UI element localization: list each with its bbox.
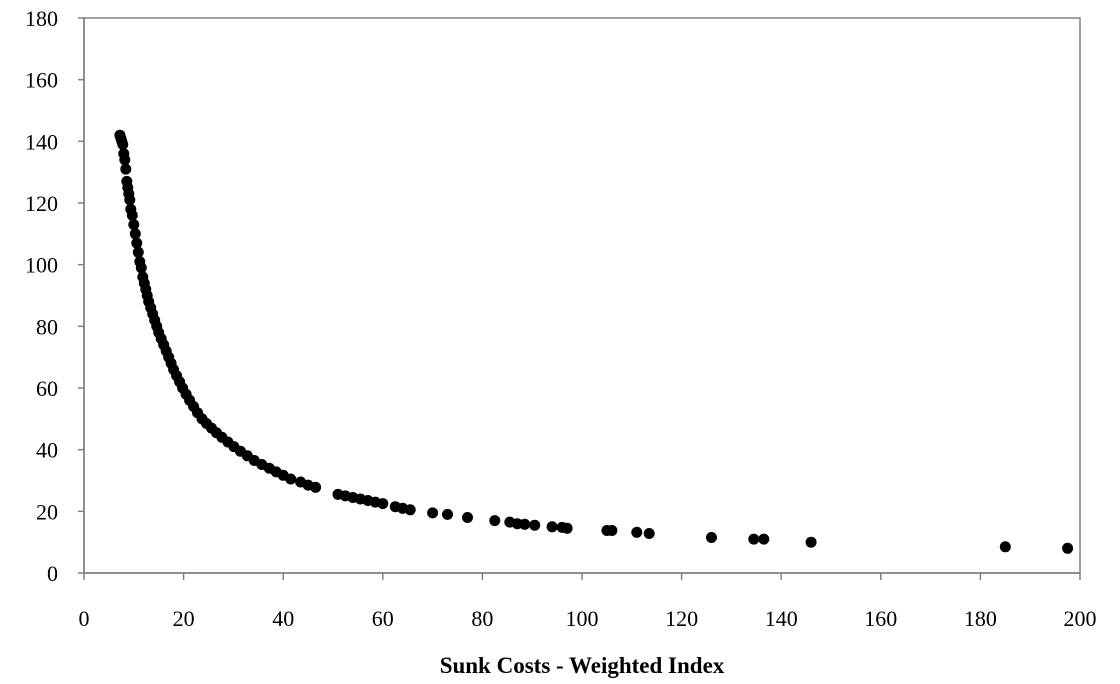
x-tick-label: 140 (765, 606, 798, 631)
data-point (129, 228, 141, 240)
y-tick-label: 40 (36, 438, 58, 463)
x-tick-label: 120 (665, 606, 698, 631)
data-point (377, 498, 389, 510)
y-tick-label: 80 (36, 314, 58, 339)
data-point (805, 536, 817, 548)
data-point (404, 504, 416, 516)
data-point (631, 526, 643, 538)
data-point (310, 481, 322, 493)
x-axis-title: Sunk Costs - Weighted Index (440, 653, 725, 678)
plot-area-border (83, 17, 1081, 574)
data-point (519, 518, 531, 530)
data-point (606, 525, 618, 536)
data-point (561, 522, 573, 534)
data-point (117, 138, 129, 150)
y-tick-label: 100 (25, 253, 58, 278)
x-tick-label: 40 (272, 606, 294, 631)
data-point (132, 246, 144, 258)
y-tick-label: 0 (47, 561, 58, 586)
y-tick-label: 60 (36, 376, 58, 401)
data-point (462, 512, 473, 523)
y-axis: 0 20 40 60 80 100 120 140 160 180 (25, 6, 85, 586)
x-tick-label: 200 (1064, 606, 1097, 631)
data-point (126, 209, 138, 221)
x-tick-label: 160 (864, 606, 897, 631)
data-point (285, 473, 297, 485)
data-point (442, 508, 453, 520)
y-tick-label: 140 (25, 129, 58, 154)
data-point (120, 163, 132, 175)
data-point (1062, 542, 1074, 554)
data-point (529, 519, 541, 531)
data-point (489, 515, 501, 527)
data-point (643, 528, 655, 539)
data-point (999, 541, 1011, 553)
y-tick-label: 180 (25, 6, 58, 31)
x-tick-label: 0 (79, 606, 90, 631)
x-tick-label: 60 (372, 606, 394, 631)
x-tick-label: 20 (173, 606, 195, 631)
y-tick-label: 160 (25, 68, 58, 93)
data-point (128, 219, 140, 231)
x-axis: 0 20 40 60 80 100 120 140 160 180 200 (79, 572, 1097, 631)
data-point (135, 262, 147, 274)
plot-area (83, 17, 1081, 574)
data-point (706, 532, 717, 543)
data-point (427, 507, 439, 519)
data-point (131, 237, 143, 249)
y-tick-label: 120 (25, 191, 58, 216)
data-points (114, 129, 1074, 554)
x-tick-label: 80 (471, 606, 493, 631)
x-tick-label: 100 (566, 606, 599, 631)
data-point (124, 194, 136, 206)
data-point (758, 533, 770, 545)
data-point (119, 154, 131, 166)
data-point (546, 521, 558, 533)
x-tick-label: 180 (964, 606, 997, 631)
data-point (748, 533, 760, 545)
y-tick-label: 20 (36, 499, 58, 524)
